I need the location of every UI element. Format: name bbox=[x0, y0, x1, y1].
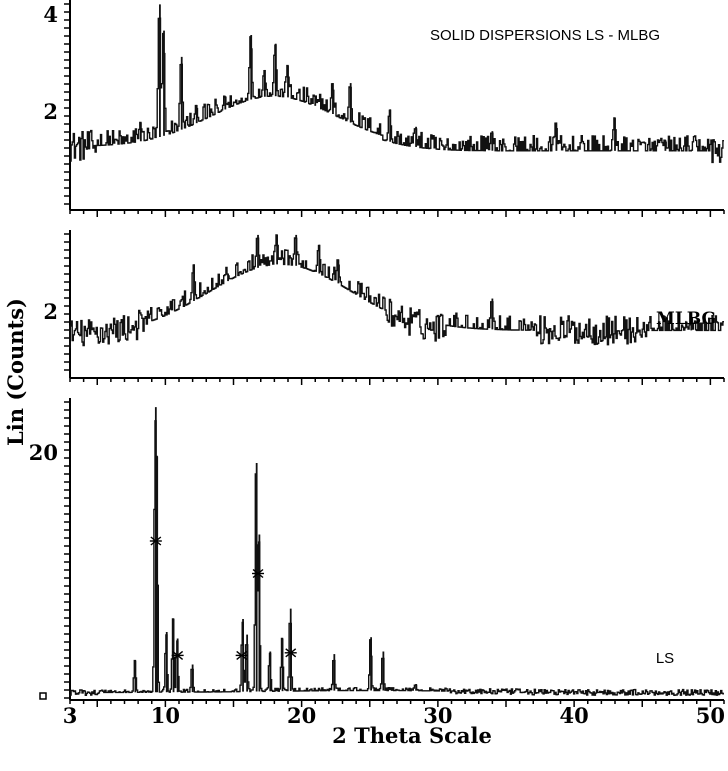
y-minor-ticks bbox=[64, 3, 70, 205]
panel-label-top: SOLID DISPERSIONS LS - MLBG bbox=[430, 27, 660, 44]
x-minor-ticks bbox=[69, 700, 725, 707]
y-tick-label: 20 bbox=[29, 440, 58, 465]
peak-star-marker bbox=[171, 650, 184, 660]
x-tick-label: 3 bbox=[63, 703, 78, 728]
peak-star-marker bbox=[252, 568, 265, 579]
x-minor-ticks bbox=[69, 378, 725, 385]
peak-star-marker bbox=[235, 650, 248, 660]
x-axis-title: 2 Theta Scale bbox=[332, 723, 492, 748]
y-tick-zero-marker bbox=[39, 692, 47, 700]
y-tick-label: 2 bbox=[43, 299, 58, 324]
xrd-trace-bottom bbox=[69, 420, 724, 696]
panel-top: 2 4 SOLID DISPERSIONS LS - MLBG bbox=[43, 0, 725, 217]
x-tick-label: 50 bbox=[696, 703, 725, 728]
panel-middle: 2 MLBG bbox=[43, 230, 725, 385]
y-minor-ticks bbox=[64, 233, 70, 371]
xrd-trace-top bbox=[69, 17, 724, 164]
x-axis-ticks: 3 10 20 30 40 50 bbox=[63, 703, 725, 728]
panel-label-bottom: LS bbox=[656, 650, 674, 667]
y-tick-label: 2 bbox=[43, 99, 58, 124]
x-tick-label: 10 bbox=[151, 703, 180, 728]
peak-star-marker bbox=[149, 536, 162, 546]
xrd-trace-middle bbox=[69, 234, 724, 349]
panel-label-middle: MLBG bbox=[656, 309, 716, 329]
x-tick-label: 40 bbox=[560, 703, 589, 728]
y-tick-label: 4 bbox=[43, 2, 58, 27]
y-minor-ticks bbox=[64, 401, 70, 699]
x-minor-ticks bbox=[69, 210, 725, 217]
x-tick-label: 30 bbox=[423, 703, 452, 728]
y-axis-title: Lin (Counts) bbox=[3, 298, 28, 446]
peak-star-marker bbox=[284, 648, 297, 658]
x-tick-label: 20 bbox=[287, 703, 316, 728]
